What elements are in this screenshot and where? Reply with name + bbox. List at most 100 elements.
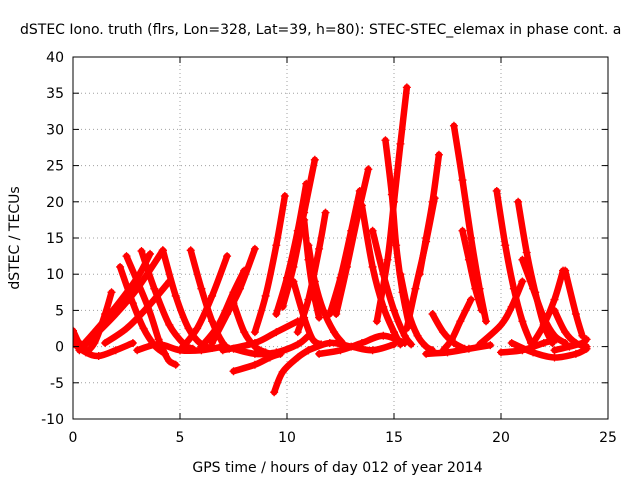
- data-point: [539, 338, 548, 347]
- data-point: [529, 284, 538, 293]
- series-arc-29: [332, 165, 373, 319]
- y-tick-label: 30: [46, 122, 64, 138]
- series-line: [270, 346, 312, 396]
- series-line: [551, 336, 590, 354]
- series-arc-32: [368, 226, 416, 349]
- series-arc-52: [550, 335, 591, 355]
- data-point: [73, 331, 77, 340]
- data-point: [464, 255, 473, 264]
- data-point: [550, 306, 559, 315]
- data-point: [422, 349, 431, 358]
- data-point: [176, 346, 184, 355]
- x-axis-label: GPS time / hours of day 012 of year 2014: [192, 460, 482, 476]
- series-line: [429, 310, 468, 353]
- data-point: [514, 197, 523, 206]
- data-point: [293, 353, 302, 362]
- data-point: [449, 121, 458, 130]
- data-point: [415, 270, 424, 279]
- series-line: [208, 245, 259, 347]
- data-point: [111, 346, 120, 355]
- series-line: [529, 267, 567, 347]
- data-point: [300, 208, 309, 217]
- data-point: [400, 331, 409, 340]
- series-arc-12: [176, 252, 232, 355]
- data-point: [278, 367, 287, 376]
- data-point: [208, 338, 217, 347]
- data-point: [158, 246, 167, 255]
- x-tick-label: 10: [278, 430, 296, 446]
- data-point: [304, 295, 313, 304]
- y-tick-label: 5: [55, 303, 64, 319]
- data-point: [336, 346, 345, 355]
- data-point: [186, 246, 195, 255]
- data-point: [518, 317, 527, 326]
- x-tick-label: 25: [599, 430, 617, 446]
- data-point: [396, 270, 405, 279]
- data-point: [158, 348, 167, 357]
- x-tick-label: 20: [492, 430, 510, 446]
- data-point: [578, 331, 587, 340]
- axis-ticks: 0 5 10 15 20 25 -10 -5 0 5 10 15 20 25 30 35 40: [41, 50, 617, 446]
- data-point: [197, 284, 206, 293]
- data-point: [507, 338, 516, 347]
- data-point: [304, 346, 313, 355]
- data-point: [315, 313, 324, 322]
- data-point: [458, 176, 467, 185]
- data-point: [390, 306, 398, 315]
- data-point: [300, 215, 309, 224]
- data-point: [330, 328, 339, 337]
- grid: [73, 57, 608, 419]
- series-arc-28: [325, 186, 364, 319]
- series-arc-39: [449, 121, 491, 326]
- data-point: [171, 291, 180, 300]
- data-point: [458, 226, 467, 235]
- y-axis-label: dSTEC / TECUs: [7, 186, 23, 289]
- series-line: [279, 156, 319, 311]
- data-point: [223, 310, 232, 319]
- data-point: [229, 344, 238, 353]
- data-point: [475, 340, 484, 349]
- data-point: [122, 324, 131, 333]
- data-point: [379, 331, 388, 340]
- data-point: [73, 326, 77, 335]
- data-point: [139, 324, 148, 333]
- data-point: [128, 299, 137, 308]
- data-point: [467, 234, 476, 242]
- data-point: [413, 331, 422, 340]
- data-point: [561, 328, 570, 337]
- y-tick-label: 40: [46, 50, 64, 66]
- data-point: [422, 342, 431, 351]
- data-point: [383, 255, 392, 264]
- data-point: [439, 328, 448, 337]
- data-point: [289, 262, 298, 271]
- y-tick-label: -5: [50, 376, 64, 392]
- series-arc-18: [250, 192, 289, 337]
- series-line: [416, 151, 443, 278]
- data-point: [90, 338, 99, 347]
- data-point: [270, 388, 279, 397]
- series-arc-26: [300, 215, 324, 322]
- data-point: [486, 341, 495, 350]
- data-point: [550, 353, 559, 362]
- data-point: [497, 348, 505, 357]
- data-point: [223, 252, 232, 261]
- data-point: [280, 192, 289, 201]
- data-point: [561, 266, 570, 275]
- series-arc-44: [475, 277, 527, 349]
- series-line: [300, 216, 323, 321]
- data-point: [392, 241, 401, 250]
- data-point: [372, 317, 381, 326]
- data-point: [250, 338, 259, 347]
- data-point: [154, 340, 163, 349]
- data-point: [428, 197, 437, 206]
- series-arc-41: [458, 226, 486, 315]
- series-line: [326, 187, 364, 318]
- series-arc-22: [278, 155, 319, 311]
- data-point: [447, 335, 456, 344]
- data-point: [368, 262, 377, 271]
- data-point: [467, 295, 476, 304]
- data-point: [315, 349, 324, 358]
- data-point: [272, 348, 281, 357]
- series-arc-51: [561, 266, 587, 340]
